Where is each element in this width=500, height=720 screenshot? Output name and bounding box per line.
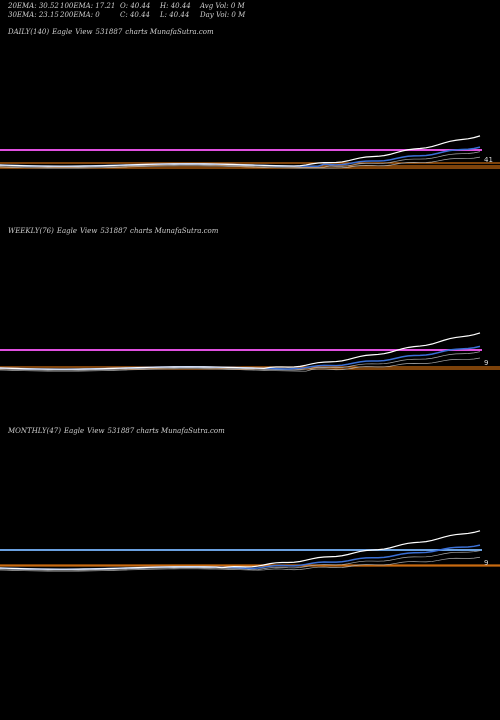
daily-site: charts MunafaSutra.com — [125, 28, 214, 36]
close-label: C: 40.44 — [120, 11, 150, 19]
monthly-price-line — [0, 530, 481, 570]
weekly-site: charts MunafaSutra.com — [130, 227, 219, 235]
ema100-label: 100EMA: 17.21 — [60, 2, 116, 10]
daily-name: Eagle — [52, 28, 73, 36]
monthly-name: Eagle — [64, 427, 85, 435]
high-label: H: 40.44 — [160, 2, 191, 10]
weekly-view: View — [80, 227, 98, 235]
monthly-period: MONTHLY(47) — [8, 427, 61, 435]
weekly-panel-label: WEEKLY(76) Eagle View 531887 charts MunafaSu… — [8, 227, 221, 235]
ema30-label: 30EMA: 23.15 — [8, 11, 59, 19]
monthly-panel-label: MONTHLY(47) Eagle View 531887 charts Munafa… — [8, 427, 228, 435]
low-label: L: 40.44 — [160, 11, 190, 19]
daily-price-line — [0, 135, 481, 167]
weekly-last-label: 9 — [484, 359, 488, 367]
ema20-label: 20EMA: 30.52 — [8, 2, 59, 10]
monthly-last-label: 9 — [484, 559, 488, 567]
weekly-price-line — [0, 332, 481, 370]
monthly-code: 531887 charts MunafaSutra.com — [107, 427, 225, 435]
monthly-view: View — [87, 427, 105, 435]
weekly-period: WEEKLY(76) — [8, 227, 54, 235]
monthly-ema-gray — [0, 556, 481, 572]
daily-panel-label: DAILY(140) Eagle View 531887 charts MunafaSu… — [8, 28, 217, 36]
weekly-ema-gray — [0, 357, 481, 372]
daily-ema-gray2 — [0, 151, 481, 168]
open-label: O: 40.44 — [120, 2, 151, 10]
weekly-code: 531887 — [100, 227, 128, 235]
daily-view: View — [75, 28, 93, 36]
daily-ema-gray — [0, 156, 481, 169]
daily-code: 531887 — [95, 28, 123, 36]
ema200-label: 200EMA: 0 — [60, 11, 100, 19]
weekly-name: Eagle — [56, 227, 77, 235]
weekly-ema-gray2 — [0, 351, 481, 371]
daily-period: DAILY(140) — [8, 28, 50, 36]
monthly-ema-gray2 — [0, 550, 481, 571]
dayvol-label: Day Vol: 0 M — [200, 11, 246, 19]
daily-last-label: 41 — [484, 156, 493, 164]
avgvol-label: Avg Vol: 0 M — [200, 2, 245, 10]
